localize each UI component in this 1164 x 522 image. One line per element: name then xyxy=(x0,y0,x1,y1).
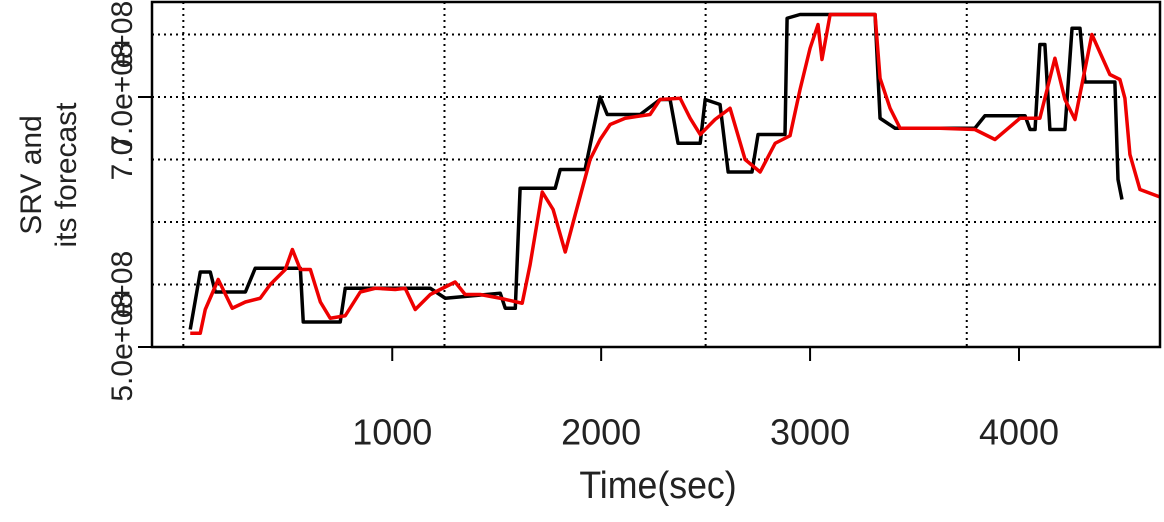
x-tick-label: 2000 xyxy=(561,412,641,453)
x-axis-label: Time(sec) xyxy=(579,464,736,506)
y-tick-label: e+08 xyxy=(106,1,139,69)
y-tick-label: 7.0e+08 xyxy=(106,42,139,151)
x-tick-label: 4000 xyxy=(979,412,1059,453)
y-tick-label: 7.0 xyxy=(106,139,139,181)
y-axis-label: SRV and xyxy=(15,115,48,235)
x-tick-label: 1000 xyxy=(352,412,432,453)
series-line xyxy=(190,12,1161,335)
y-tick-label: 5.0e+08 xyxy=(106,292,139,401)
x-tick-label: 3000 xyxy=(770,412,850,453)
y-tick-label: e+08 xyxy=(106,251,139,319)
plot-frame xyxy=(150,0,1162,349)
y-axis-label: its forecast xyxy=(50,102,83,248)
series-line xyxy=(188,12,1124,330)
